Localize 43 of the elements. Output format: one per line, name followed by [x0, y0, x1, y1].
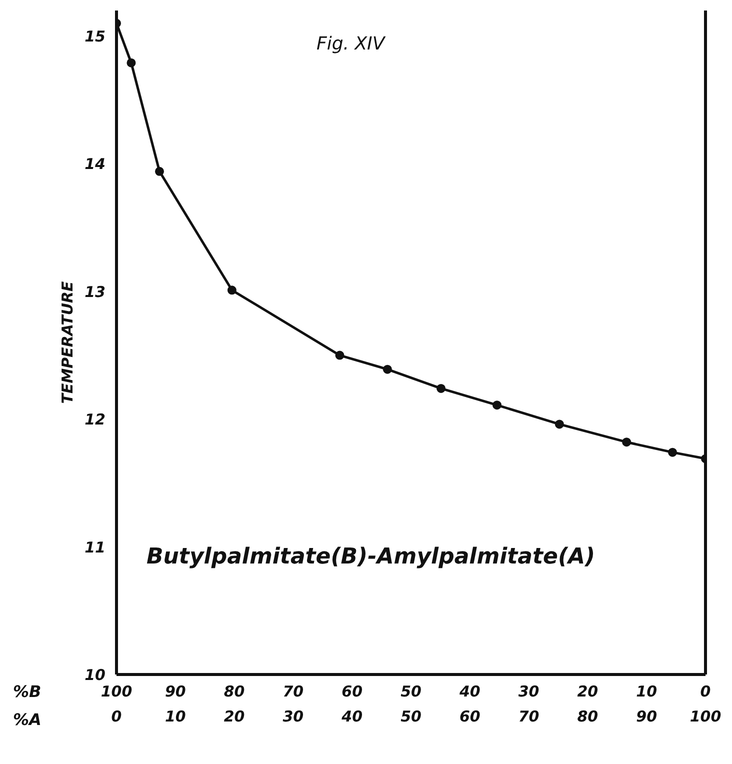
- x2-tick-label: 90: [164, 682, 186, 700]
- x2-tick-label: 10: [636, 682, 658, 700]
- x-tick-label: 30: [282, 708, 304, 726]
- point: [436, 384, 446, 393]
- x-tick-label: 90: [636, 708, 658, 726]
- x2-tick-label: 40: [458, 682, 480, 700]
- text: Fig. XIV: [316, 34, 386, 54]
- point: [154, 166, 164, 176]
- x-tick-label: 100: [690, 708, 722, 726]
- y-tick-label: 14: [84, 155, 106, 174]
- y-axis-title: TEMPERATURE: [58, 280, 77, 404]
- x-tick-label: 40: [340, 708, 363, 726]
- x2-tick-label: 30: [518, 682, 540, 700]
- point: [382, 364, 392, 374]
- x-tick-label: 80: [577, 708, 598, 726]
- x-tick-label: 0: [111, 708, 122, 726]
- point: [668, 448, 678, 457]
- x2-tick-label: 70: [282, 682, 304, 700]
- x-axis-title: %A: [13, 709, 42, 731]
- point: [554, 420, 564, 429]
- y-tick-label: 13: [84, 282, 106, 301]
- x-tick-label: 60: [459, 708, 480, 726]
- annotation: Butylpalmitate(B)-Amylpalmitate(A): [146, 544, 596, 570]
- point: [335, 350, 344, 360]
- x2-tick-label: 50: [400, 682, 422, 700]
- x-tick-label: 50: [400, 708, 422, 726]
- y-tick-label: 15: [84, 28, 106, 46]
- x2-tick-label: 80: [224, 682, 245, 700]
- x2-tick-label: 20: [577, 682, 598, 700]
- x2-tick-label: 100: [100, 682, 132, 700]
- point: [126, 58, 136, 68]
- x-tick-label: 20: [224, 708, 245, 726]
- point: [227, 286, 236, 295]
- x-tick-label: 10: [164, 708, 186, 726]
- y-tick-label: 10: [84, 666, 106, 684]
- point: [622, 438, 632, 447]
- x2-tick-label: 60: [342, 682, 363, 700]
- y-tick-label: 11: [84, 538, 106, 556]
- y-tick-label: 12: [84, 410, 106, 429]
- point: [492, 400, 502, 410]
- x-tick-label: 70: [518, 708, 540, 726]
- x2-axis-title: %B: [13, 681, 42, 703]
- x2-tick-label: 0: [700, 682, 711, 700]
